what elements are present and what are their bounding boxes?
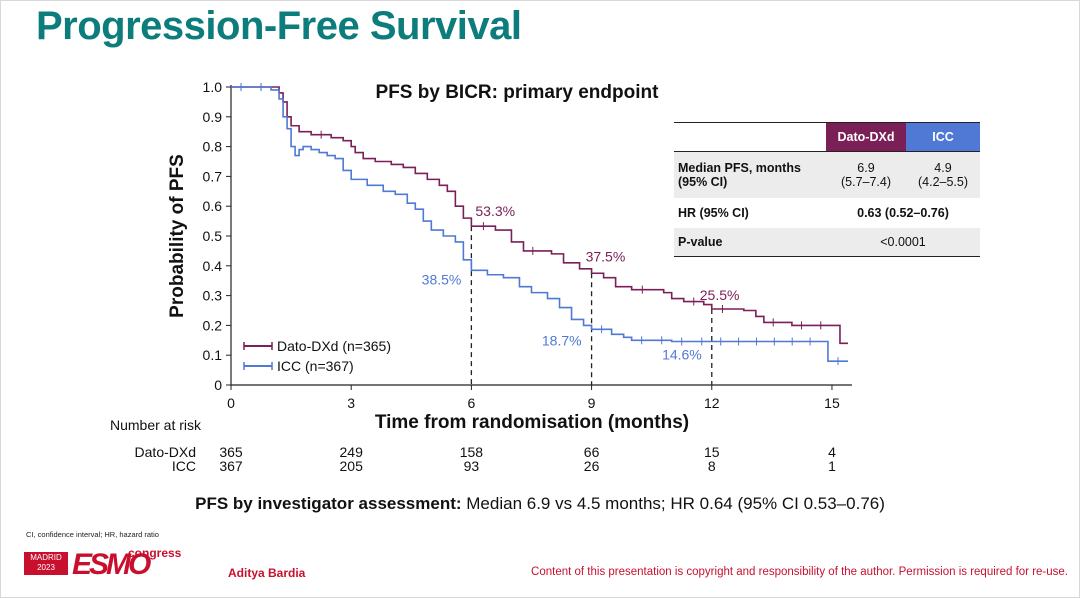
risk-value: 8 — [708, 458, 716, 474]
x-tick-label: 3 — [347, 395, 355, 411]
median-pfs-dato-ci: (5.7–7.4) — [840, 175, 892, 189]
esmo-city: MADRID — [30, 553, 62, 562]
hr-label: HR (95% CI) — [678, 206, 749, 220]
icc-km-curve — [231, 86, 848, 362]
y-tick-label: 1.0 — [203, 79, 223, 95]
table-row-median-pfs: Median PFS, months (95% CI) 6.9 (5.7–7.4… — [674, 151, 980, 198]
risk-label-icc: ICC — [172, 458, 196, 474]
risk-value: 26 — [584, 458, 600, 474]
abbreviation-note: CI, confidence interval; HR, hazard rati… — [26, 530, 159, 539]
median-pfs-label-line2: (95% CI) — [678, 175, 728, 189]
risk-table-title: Number at risk — [110, 417, 202, 433]
table-header-dato: Dato-DXd — [826, 122, 906, 152]
risk-value: 93 — [464, 458, 480, 474]
risk-value: 365 — [219, 444, 243, 460]
esmo-logo: ESMO — [72, 548, 151, 581]
table-header-icc: ICC — [906, 122, 980, 152]
hr-value: 0.63 (0.52–0.76) — [857, 206, 949, 220]
x-tick-label: 15 — [824, 395, 840, 411]
esmo-year: 2023 — [37, 563, 55, 572]
y-tick-label: 0 — [214, 377, 222, 393]
y-tick-label: 0.7 — [203, 168, 223, 184]
y-tick-label: 0.9 — [203, 109, 223, 125]
median-pfs-label: Median PFS, months (95% CI) — [674, 151, 826, 198]
annotation-icc-12: 14.6% — [662, 346, 702, 362]
legend-label-icc: ICC (n=367) — [277, 358, 354, 374]
risk-value: 249 — [340, 444, 364, 460]
dato-censor-marks — [240, 83, 822, 330]
median-pfs-dato-value: 6.9 — [857, 161, 875, 175]
y-tick-label: 0.2 — [203, 317, 223, 333]
risk-value: 66 — [584, 444, 600, 460]
investigator-assessment-label: PFS by investigator assessment: — [195, 494, 462, 513]
median-pfs-icc-value: 4.9 — [934, 161, 952, 175]
chart-title: PFS by BICR: primary endpoint — [376, 82, 660, 103]
annotation-icc-9: 18.7% — [542, 332, 582, 348]
pfs-summary-table: Dato-DXd ICC Median PFS, months (95% CI)… — [674, 122, 980, 257]
x-axis-label: Time from randomisation (months) — [375, 412, 689, 433]
median-pfs-dato: 6.9 (5.7–7.4) — [826, 151, 906, 198]
table-header-blank — [674, 122, 826, 152]
annotation-datodxd-9: 37.5% — [586, 248, 626, 264]
investigator-assessment-detail: Median 6.9 vs 4.5 months; HR 0.64 (95% C… — [461, 494, 885, 513]
esmo-congress-label: congress — [128, 546, 182, 560]
x-tick-label: 0 — [227, 395, 235, 411]
y-tick-label: 0.6 — [203, 198, 223, 214]
risk-value: 1 — [828, 458, 836, 474]
y-axis-label: Probability of PFS — [167, 154, 188, 318]
risk-value: 158 — [460, 444, 484, 460]
x-tick-label: 9 — [588, 395, 596, 411]
pvalue-label: P-value — [674, 228, 826, 257]
risk-value: 367 — [219, 458, 243, 474]
dato-km-curve — [231, 86, 848, 345]
annotation-datodxd-12: 25.5% — [700, 287, 740, 303]
pvalue-value: <0.0001 — [826, 228, 980, 257]
copyright-notice: Content of this presentation is copyrigh… — [531, 566, 1068, 578]
y-tick-label: 0.5 — [203, 228, 223, 244]
y-tick-label: 0.8 — [203, 139, 223, 155]
icc-censor-marks — [240, 83, 839, 366]
table-row-pvalue: P-value <0.0001 — [674, 228, 980, 257]
median-pfs-icc-ci: (4.2–5.5) — [917, 175, 969, 189]
y-tick-label: 0.3 — [203, 288, 223, 304]
y-tick-label: 0.1 — [203, 347, 223, 363]
annotation-datodxd-6: 53.3% — [475, 203, 515, 219]
risk-value: 205 — [340, 458, 364, 474]
risk-value: 4 — [828, 444, 836, 460]
table-row-hr: HR (95% CI) 0.63 (0.52–0.76) — [674, 198, 980, 228]
x-tick-label: 12 — [704, 395, 720, 411]
table-header-row: Dato-DXd ICC — [674, 122, 980, 152]
slide-title: Progression-Free Survival — [36, 4, 522, 48]
x-tick-label: 6 — [467, 395, 475, 411]
y-tick-label: 0.4 — [203, 258, 223, 274]
presenter-name: Aditya Bardia — [228, 566, 306, 580]
risk-value: 15 — [704, 444, 720, 460]
legend-label-dato: Dato-DXd (n=365) — [277, 338, 391, 354]
median-pfs-label-line1: Median PFS, months — [678, 161, 801, 175]
esmo-city-badge: MADRID 2023 — [24, 552, 68, 575]
investigator-assessment-note: PFS by investigator assessment: Median 6… — [0, 494, 1080, 514]
annotation-icc-6: 38.5% — [422, 271, 462, 287]
risk-label-dato: Dato-DXd — [135, 444, 196, 460]
median-pfs-icc: 4.9 (4.2–5.5) — [906, 151, 980, 198]
